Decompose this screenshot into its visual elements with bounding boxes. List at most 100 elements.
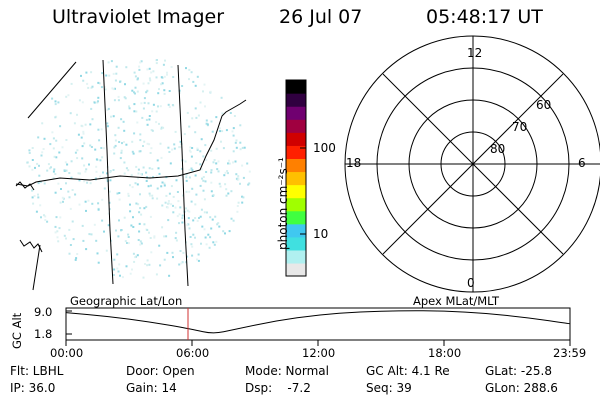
- image-pixel: [85, 248, 88, 251]
- image-pixel: [179, 206, 182, 209]
- image-pixel: [80, 74, 82, 77]
- image-pixel: [35, 210, 38, 213]
- image-pixel: [43, 137, 46, 140]
- image-pixel: [139, 207, 142, 210]
- image-pixel: [95, 239, 98, 242]
- image-pixel: [174, 206, 177, 209]
- image-pixel: [146, 177, 149, 180]
- image-pixel: [101, 156, 104, 159]
- colorbar-tick-label-10: 10: [313, 227, 329, 241]
- image-pixel: [217, 170, 220, 173]
- image-pixel: [38, 164, 40, 167]
- image-pixel: [60, 188, 62, 190]
- image-pixel: [81, 224, 84, 227]
- image-pixel: [41, 151, 44, 154]
- image-pixel: [52, 177, 55, 180]
- image-pixel: [94, 177, 97, 180]
- image-pixel: [31, 159, 34, 161]
- image-pixel: [83, 142, 86, 145]
- image-pixel: [78, 172, 81, 175]
- image-pixel: [164, 201, 167, 204]
- image-pixel: [150, 147, 153, 150]
- image-pixel: [146, 68, 149, 71]
- image-pixel: [125, 265, 128, 268]
- image-pixel: [114, 139, 117, 142]
- image-pixel: [195, 162, 198, 165]
- image-pixel: [211, 130, 214, 133]
- image-pixel: [178, 146, 181, 149]
- image-pixel: [155, 76, 158, 79]
- image-pixel: [178, 213, 181, 216]
- image-pixel: [96, 101, 99, 104]
- image-pixel: [53, 168, 56, 171]
- image-pixel: [156, 197, 159, 200]
- image-pixel: [109, 179, 112, 182]
- image-pixel: [214, 215, 217, 218]
- image-pixel: [37, 182, 40, 185]
- image-pixel: [86, 181, 89, 184]
- image-pixel: [146, 176, 149, 179]
- image-pixel: [188, 149, 191, 152]
- image-pixel: [188, 78, 190, 81]
- image-pixel: [107, 107, 110, 110]
- image-pixel: [175, 179, 178, 182]
- image-pixel: [138, 65, 141, 68]
- image-pixel: [239, 141, 242, 144]
- image-pixel: [82, 79, 85, 82]
- image-pixel: [207, 233, 210, 236]
- image-pixel: [181, 221, 184, 224]
- image-pixel: [195, 116, 198, 119]
- image-pixel: [127, 233, 130, 236]
- image-pixel: [76, 157, 79, 160]
- image-pixel: [184, 160, 187, 163]
- image-pixel: [138, 68, 141, 71]
- image-pixel: [176, 191, 179, 193]
- image-pixel: [155, 175, 158, 178]
- image-pixel: [226, 170, 229, 172]
- image-pixel: [53, 155, 56, 158]
- image-pixel: [190, 71, 193, 74]
- image-pixel: [135, 110, 138, 113]
- image-pixel: [156, 159, 159, 162]
- image-pixel: [139, 240, 142, 243]
- image-pixel: [163, 75, 166, 78]
- image-pixel: [160, 127, 163, 130]
- image-pixel: [44, 215, 47, 218]
- image-pixel: [228, 159, 230, 162]
- image-pixel: [146, 264, 149, 267]
- image-pixel: [125, 66, 128, 69]
- image-pixel: [189, 146, 192, 149]
- image-pixel: [210, 120, 213, 123]
- image-pixel: [54, 116, 57, 119]
- image-pixel: [57, 240, 60, 243]
- image-pixel: [194, 217, 197, 219]
- image-pixel: [68, 252, 71, 255]
- image-pixel: [200, 208, 203, 211]
- image-pixel: [168, 192, 171, 195]
- image-pixel: [120, 151, 123, 154]
- image-pixel: [142, 145, 144, 147]
- image-pixel: [129, 272, 132, 275]
- image-pixel: [234, 160, 237, 163]
- image-pixel: [167, 146, 170, 149]
- image-pixel: [166, 251, 169, 254]
- lat-label-70: 70: [512, 120, 528, 134]
- image-pixel: [100, 147, 103, 149]
- image-pixel: [131, 140, 134, 143]
- image-pixel: [167, 202, 169, 205]
- image-pixel: [219, 185, 222, 188]
- image-pixel: [140, 213, 143, 216]
- image-pixel: [110, 60, 113, 63]
- image-pixel: [101, 72, 104, 75]
- image-pixel: [237, 175, 240, 178]
- image-pixel: [174, 130, 177, 133]
- image-pixel: [115, 229, 117, 232]
- image-pixel: [120, 229, 122, 232]
- image-pixel: [140, 60, 143, 63]
- image-pixel: [156, 187, 159, 190]
- image-pixel: [208, 246, 211, 249]
- image-pixel: [119, 157, 122, 160]
- image-pixel: [166, 71, 168, 74]
- seq-status: Seq: 39: [366, 381, 412, 395]
- image-pixel: [55, 156, 58, 159]
